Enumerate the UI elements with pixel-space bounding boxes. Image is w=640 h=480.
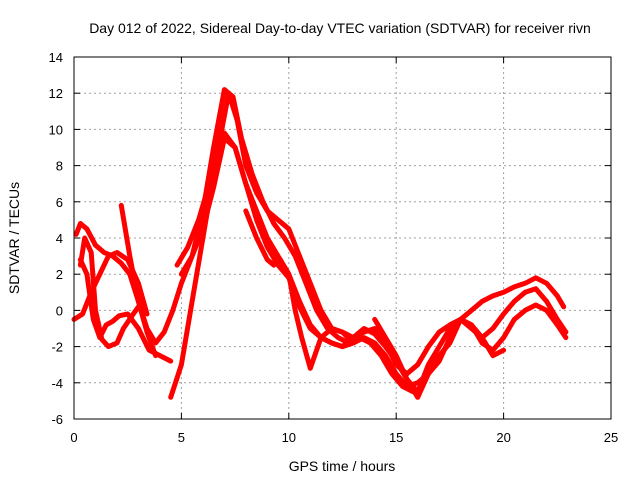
series-track-d [77,235,141,350]
x-tick-label: 10 [282,430,296,445]
y-tick-label: 14 [49,50,63,65]
y-tick-label: 4 [56,231,63,246]
series-track-f [168,130,567,400]
x-tick-label: 20 [496,430,510,445]
y-tick-label: 2 [56,267,63,282]
y-tick-label: 12 [49,86,63,101]
x-tick-label: 25 [604,430,618,445]
x-tick-label: 15 [389,430,403,445]
y-tick-label: 8 [56,159,63,174]
data-series [71,87,569,400]
series-track-c [77,257,174,364]
x-tick-label: 0 [70,430,77,445]
chart-title: Day 012 of 2022, Sidereal Day-to-day VTE… [89,20,591,36]
x-tick-label: 5 [178,430,185,445]
y-axis-label: SDTVAR / TECUs [6,182,22,294]
y-tick-label: -6 [51,412,63,427]
y-tick-label: 10 [49,122,63,137]
grid-lines [74,57,611,419]
y-tick-label: 6 [56,195,63,210]
y-tick-label: 0 [56,303,63,318]
series-track-j [372,316,507,400]
series-track-i [243,208,356,371]
axis-ticks: 0 5 10 15 20 25 -6 -4 -2 0 2 4 6 8 10 12 14 [49,50,619,445]
x-axis-label: GPS time / hours [289,458,396,474]
series-track-h [178,135,569,395]
y-tick-label: -4 [51,376,63,391]
y-tick-label: -2 [51,340,63,355]
